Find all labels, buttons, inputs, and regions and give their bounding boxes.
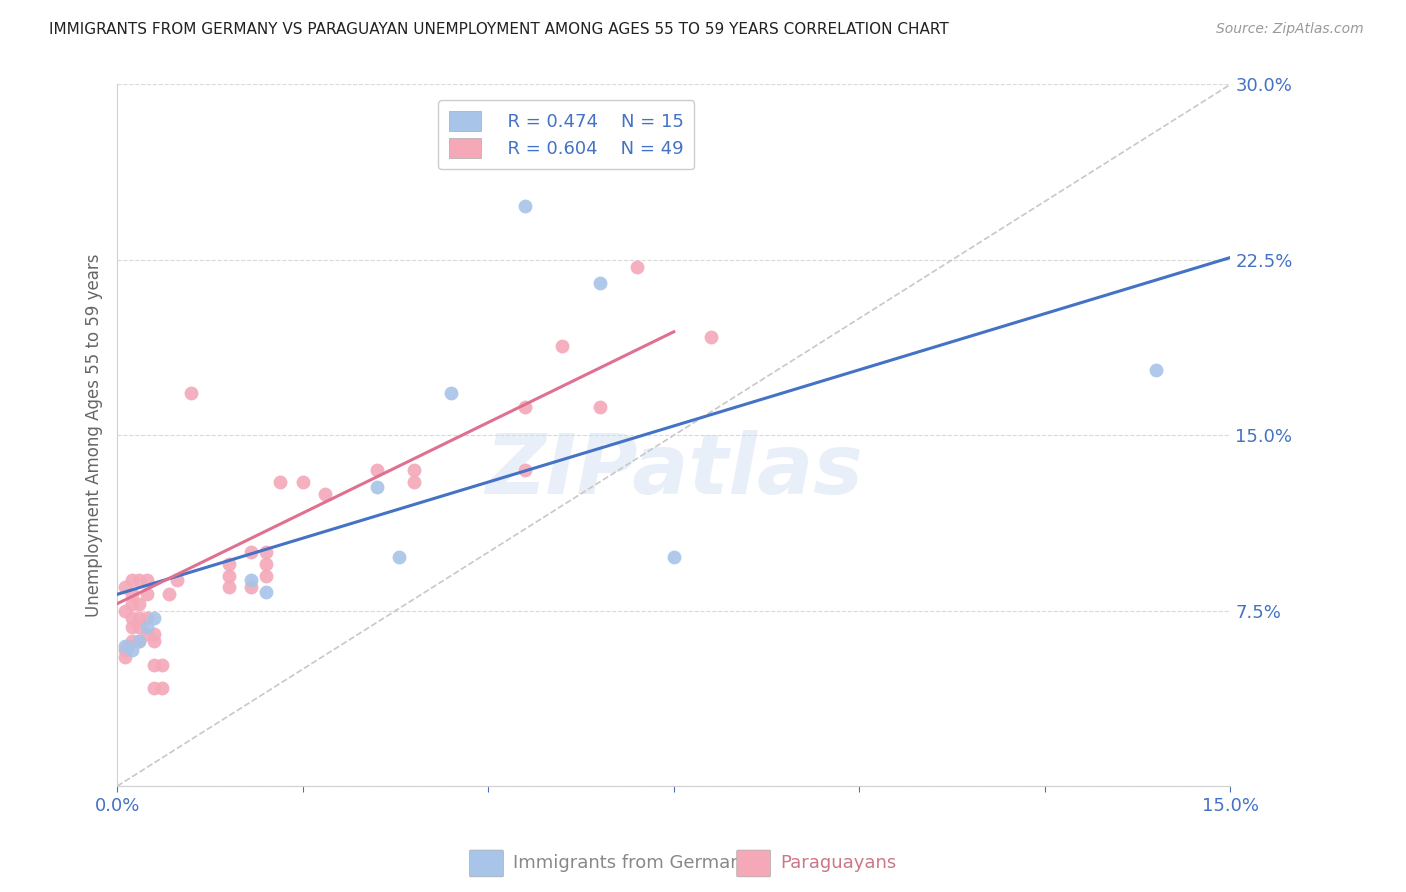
Text: Immigrants from Germany: Immigrants from Germany — [513, 855, 752, 872]
Point — [700, 330, 723, 344]
Point — [114, 580, 136, 594]
Text: Paraguayans: Paraguayans — [780, 855, 897, 872]
Point — [515, 401, 537, 415]
Point — [218, 568, 240, 582]
Point — [121, 634, 143, 648]
Point — [143, 627, 166, 641]
Point — [626, 260, 648, 274]
Text: IMMIGRANTS FROM GERMANY VS PARAGUAYAN UNEMPLOYMENT AMONG AGES 55 TO 59 YEARS COR: IMMIGRANTS FROM GERMANY VS PARAGUAYAN UN… — [49, 22, 949, 37]
Point — [128, 611, 150, 625]
Point — [366, 480, 388, 494]
Point — [662, 549, 685, 564]
Point — [121, 587, 143, 601]
Point — [135, 627, 157, 641]
Point — [218, 580, 240, 594]
Point — [114, 643, 136, 657]
Point — [269, 475, 291, 489]
Point — [128, 574, 150, 588]
Legend:   R = 0.474    N = 15,   R = 0.604    N = 49: R = 0.474 N = 15, R = 0.604 N = 49 — [437, 101, 695, 169]
Point — [121, 611, 143, 625]
Point — [402, 475, 425, 489]
Point — [254, 557, 277, 571]
Text: ZIPatlas: ZIPatlas — [485, 430, 863, 511]
Point — [157, 587, 180, 601]
Point — [150, 681, 173, 695]
Point — [588, 277, 610, 291]
Y-axis label: Unemployment Among Ages 55 to 59 years: Unemployment Among Ages 55 to 59 years — [86, 253, 103, 617]
Point — [128, 634, 150, 648]
Point — [121, 643, 143, 657]
Point — [114, 650, 136, 665]
Point — [121, 620, 143, 634]
Point — [135, 611, 157, 625]
Text: Source: ZipAtlas.com: Source: ZipAtlas.com — [1216, 22, 1364, 37]
Point — [1144, 363, 1167, 377]
Point — [128, 620, 150, 634]
Point — [121, 597, 143, 611]
Point — [114, 604, 136, 618]
Point — [239, 580, 262, 594]
Point — [114, 639, 136, 653]
Point — [143, 657, 166, 672]
Point — [366, 463, 388, 477]
Point — [166, 574, 188, 588]
Point — [515, 463, 537, 477]
Point — [218, 557, 240, 571]
Point — [135, 587, 157, 601]
Point — [440, 386, 463, 401]
Point — [388, 549, 411, 564]
Point — [143, 611, 166, 625]
Point — [314, 487, 336, 501]
Point — [128, 597, 150, 611]
Point — [254, 568, 277, 582]
Point — [143, 634, 166, 648]
Point — [121, 574, 143, 588]
Point — [515, 199, 537, 213]
Point — [291, 475, 314, 489]
Point — [551, 339, 574, 353]
Point — [135, 574, 157, 588]
Point — [135, 620, 157, 634]
Point — [402, 463, 425, 477]
Point — [588, 401, 610, 415]
Point — [239, 545, 262, 559]
Point — [254, 545, 277, 559]
Point — [128, 634, 150, 648]
Point — [239, 574, 262, 588]
Point — [477, 153, 499, 167]
Point — [254, 585, 277, 599]
Point — [117, 639, 139, 653]
Point — [150, 657, 173, 672]
Point — [143, 681, 166, 695]
Point — [180, 386, 202, 401]
